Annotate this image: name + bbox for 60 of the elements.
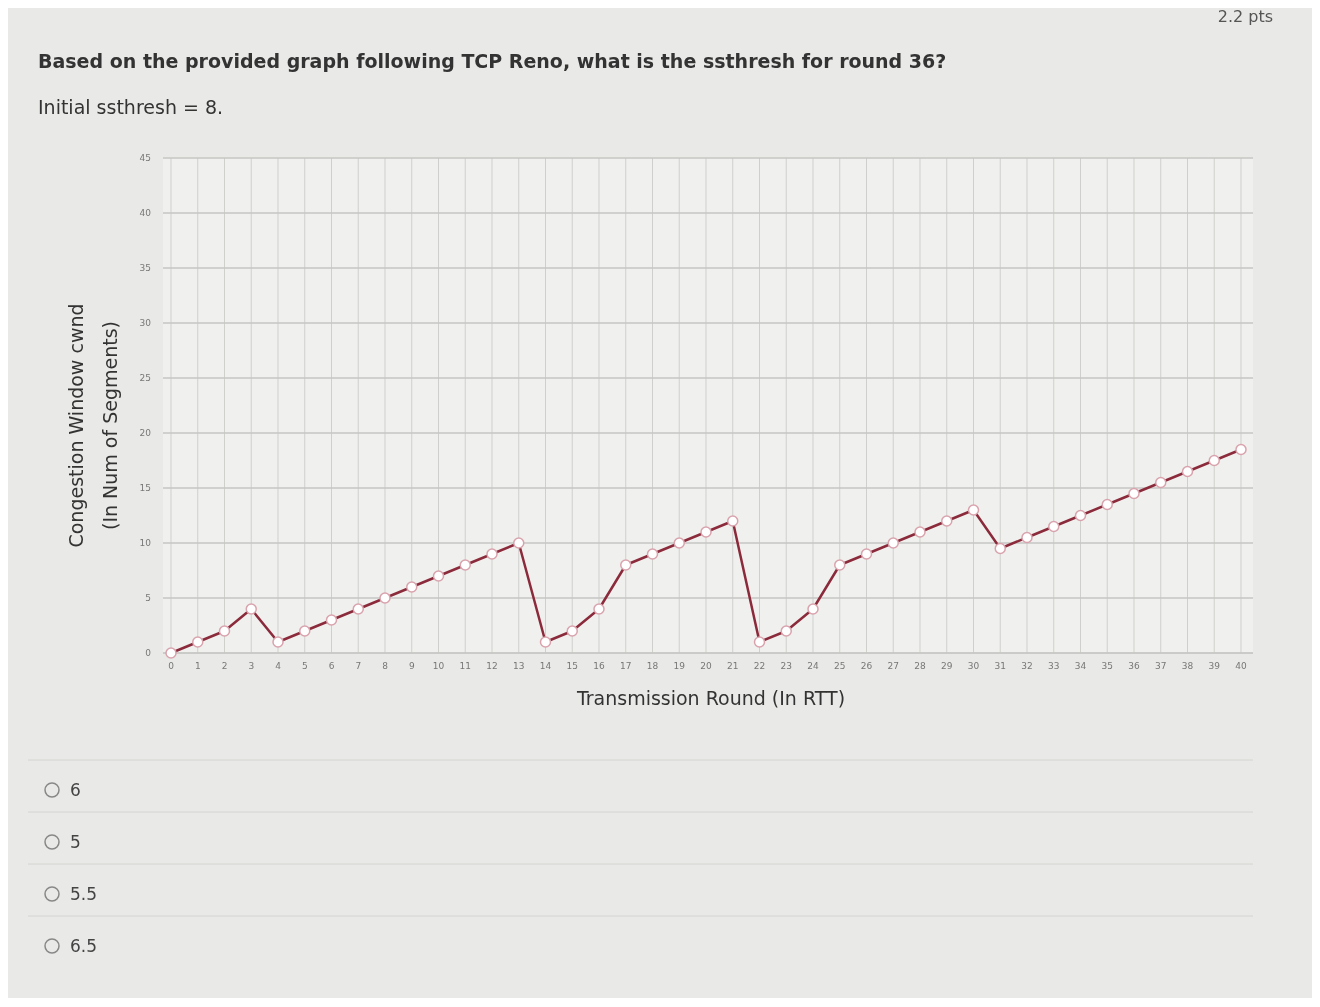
x-tick-label: 16: [593, 661, 605, 671]
x-tick-label: 25: [834, 661, 846, 671]
x-tick-label: 30: [967, 661, 980, 671]
x-tick-label: 5: [301, 661, 308, 671]
y-tick-label: 10: [139, 538, 152, 549]
text: 5.5: [70, 884, 98, 904]
x-axis-title: Transmission Round (In RTT): [575, 687, 846, 709]
x-tick-label: 37: [1155, 661, 1167, 671]
chart-subtitle: Initial ssthresh = 8.: [38, 96, 224, 118]
x-tick-label: 8: [382, 661, 389, 671]
x-tick-label: 22: [753, 661, 766, 671]
x-tick-label: 21: [727, 661, 739, 671]
y-tick-label: 20: [139, 428, 152, 439]
x-tick-label: 12: [486, 661, 498, 671]
text: 5: [70, 832, 81, 852]
x-tick-label: 29: [941, 661, 953, 671]
x-tick-label: 23: [780, 661, 792, 671]
y-axis-title: Congestion Window cwnd (In Num of Segments): [65, 303, 121, 548]
x-tick-label: 31: [994, 661, 1006, 671]
x-tick-label: 9: [408, 661, 415, 671]
x-tick-label: 7: [355, 661, 362, 671]
x-tick-label: 14: [539, 661, 552, 671]
x-tick-label: 34: [1074, 661, 1087, 671]
x-tick-label: 28: [914, 661, 926, 671]
x-tick-label: 10: [432, 661, 445, 671]
x-tick-label: 2: [221, 661, 228, 671]
y-tick-label: 40: [139, 208, 152, 219]
x-tick-label: 13: [513, 661, 525, 671]
x-tick-label: 6: [328, 661, 335, 671]
x-tick-label: 32: [1021, 661, 1033, 671]
y-tick-label: 35: [139, 263, 151, 274]
text: 6: [70, 780, 81, 800]
y-tick-label: 45: [139, 153, 151, 164]
x-tick-label: 39: [1208, 661, 1221, 671]
x-tick-label: 0: [168, 661, 175, 671]
x-tick-label: 17: [620, 661, 632, 671]
x-tick-label: 38: [1181, 661, 1194, 671]
y-tick-label: 0: [145, 648, 152, 659]
x-tick-label: 24: [807, 661, 819, 671]
x-tick-label: 27: [887, 661, 899, 671]
x-tick-label: 4: [275, 661, 282, 671]
y-tick-label: 25: [139, 373, 151, 384]
x-tick-label: 40: [1235, 661, 1247, 671]
y-tick-label: 30: [139, 318, 152, 329]
x-tick-label: 1: [194, 661, 201, 671]
y-tick-label: 15: [139, 483, 151, 494]
x-tick-label: 33: [1048, 661, 1060, 671]
y-tick-label: 5: [145, 593, 151, 604]
x-tick-label: 20: [700, 661, 712, 671]
text: 6.5: [70, 936, 98, 956]
x-tick-label: 18: [646, 661, 659, 671]
text: 2.2 pts: [1217, 7, 1273, 26]
x-tick-label: 26: [860, 661, 873, 671]
x-tick-label: 35: [1101, 661, 1113, 671]
x-tick-label: 19: [673, 661, 686, 671]
x-tick-label: 15: [566, 661, 578, 671]
x-tick-label: 11: [459, 661, 471, 671]
chart-title: Based on the provided graph following TCP Reno, what is the ssthresh for round 36?: [38, 50, 947, 72]
x-tick-label: 3: [248, 661, 255, 671]
x-tick-label: 36: [1128, 661, 1140, 671]
